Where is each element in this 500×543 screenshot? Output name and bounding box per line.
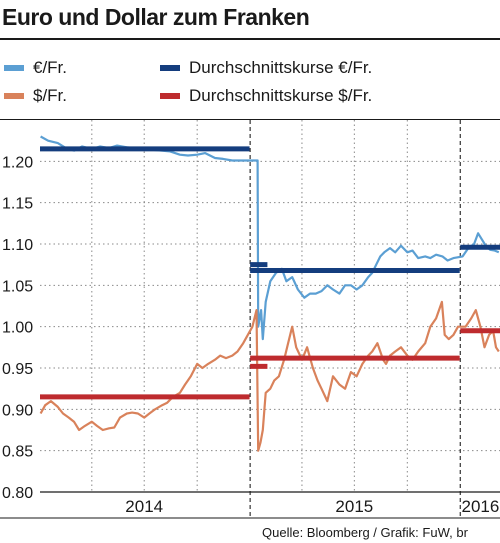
y-tick-label: 0.95 [2,361,33,378]
year-label: 2015 [335,497,373,516]
y-tick-label: 1.10 [2,237,33,254]
series-line-usd [39,300,500,452]
legend-swatch-usd [4,93,24,99]
y-tick-label: 0.85 [2,444,33,461]
legend-swatch-usd-avg [160,93,180,99]
y-tick-label: 0.90 [2,402,33,419]
legend-label-eur-avg: Durchschnittskurse €/Fr. [189,58,373,77]
y-tick-label: 1.20 [2,154,33,171]
legend-label-usd-avg: Durchschnittskurse $/Fr. [189,86,373,105]
legend-item-eur: €/Fr. [4,58,67,78]
y-tick-label: 1.05 [2,278,33,295]
title-divider [0,38,500,40]
y-tick-label: 1.15 [2,196,33,213]
legend-item-usd: $/Fr. [4,86,67,106]
legend-label-eur: €/Fr. [33,58,68,77]
year-label: 2016 [462,497,500,516]
series-line-eur [40,135,500,341]
y-tick-label: 0.80 [2,485,33,502]
legend-label-usd: $/Fr. [33,86,68,105]
year-label: 2014 [125,497,163,516]
source-note: Quelle: Bloomberg / Grafik: FuW, br [262,525,468,540]
chart-title: Euro und Dollar zum Franken [2,4,310,30]
legend-divider [0,119,500,120]
legend-swatch-eur [4,65,24,71]
legend-swatch-eur-avg [160,65,180,71]
legend-item-eur-avg: Durchschnittskurse €/Fr. [160,58,372,78]
legend-item-usd-avg: Durchschnittskurse $/Fr. [160,86,372,106]
y-tick-label: 1.00 [2,320,33,337]
